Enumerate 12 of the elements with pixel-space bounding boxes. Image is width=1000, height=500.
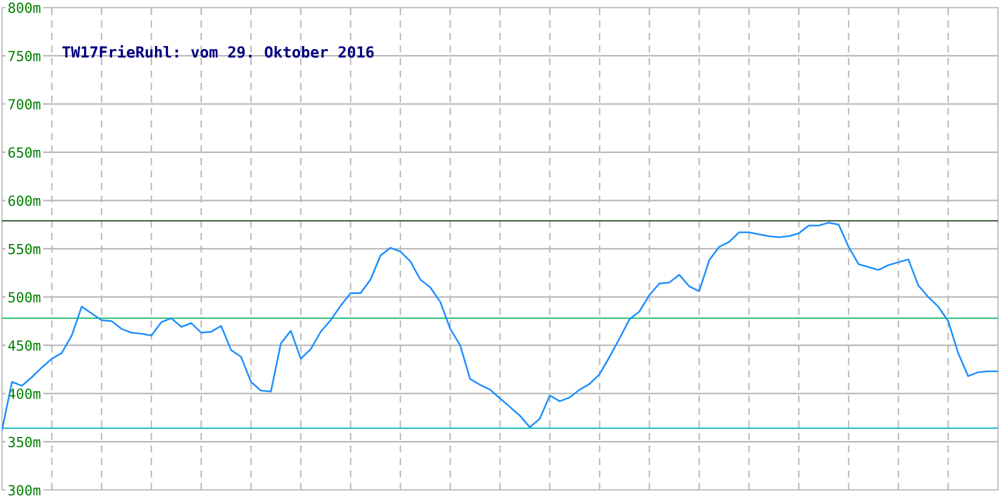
y-tick-label: 550m (8, 244, 40, 254)
y-tick-label: 750m (8, 50, 40, 62)
y-tick-label: 700m (8, 99, 40, 110)
y-tick-label: 300m (8, 485, 40, 496)
y-tick-label: 350m (8, 436, 40, 448)
line-series (2, 222, 998, 432)
y-tick-label: 800m (8, 2, 40, 14)
y-tick-label: 600m (8, 196, 40, 206)
text: TW17FrieRuhl: vom 29. Oktober 2016 (62, 45, 374, 58)
y-tick-label: 650m (8, 147, 40, 158)
y-tick-label: 500m (8, 292, 40, 303)
y-tick-label: 450m (8, 340, 40, 351)
